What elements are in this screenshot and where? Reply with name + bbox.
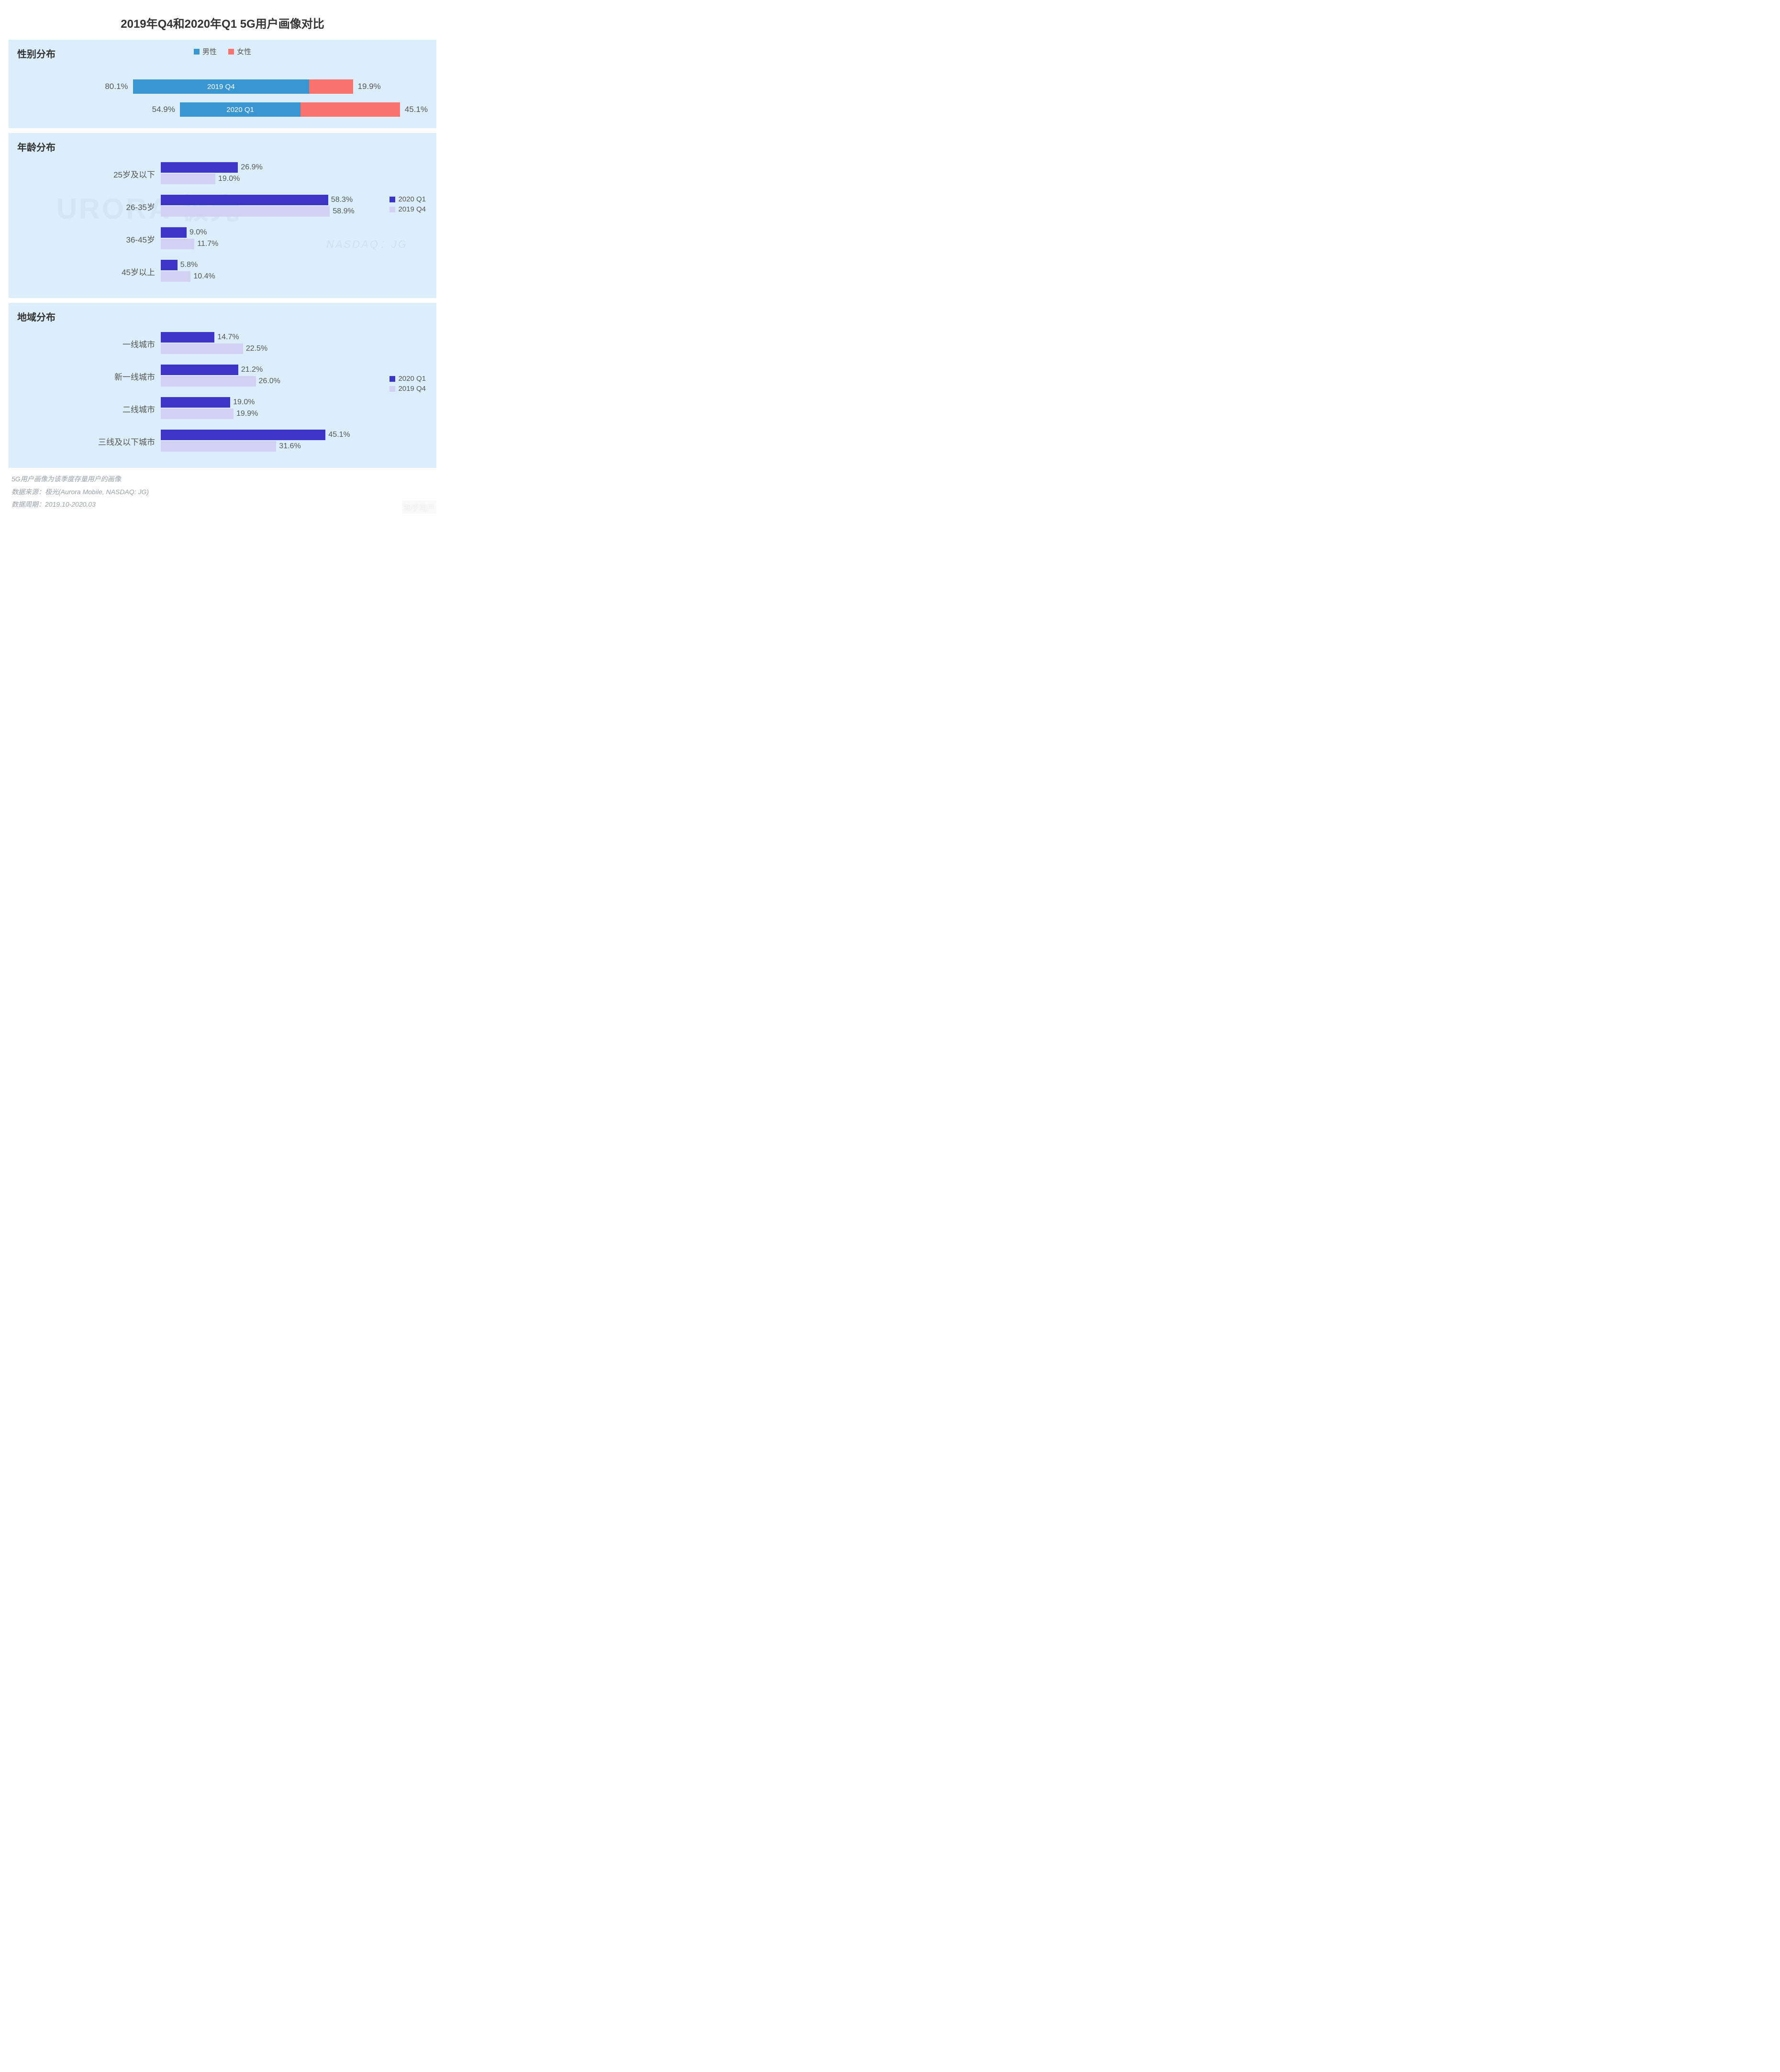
hbar-bar-2019q4 — [161, 239, 194, 249]
gender-male-value: 54.9% — [17, 105, 180, 114]
gender-bar-rows: 80.1%2019 Q4 19.9% 54.9%2020 Q1 45.1% — [17, 78, 428, 118]
hbar-bars: 5.8% 10.4% — [161, 260, 428, 283]
hbar-category-label: 三线及以下城市 — [17, 430, 161, 447]
hbar-category-label: 二线城市 — [17, 397, 161, 415]
hbar-value-2019q4: 10.4% — [190, 272, 215, 281]
hbar-category-label: 新一线城市 — [17, 365, 161, 382]
hbar-value-2019q4: 19.9% — [234, 410, 258, 418]
hbar-value-2020q1: 45.1% — [325, 431, 350, 439]
hbar-bar-2020q1 — [161, 162, 238, 173]
legend-swatch-male — [194, 49, 200, 55]
age-panel: URORA 极光 NASDAQ：JG 年龄分布 2020 Q12019 Q4 2… — [9, 133, 436, 298]
hbar-value-2019q4: 58.9% — [330, 207, 354, 216]
hbar-value-2020q1: 19.0% — [230, 398, 255, 407]
hbar-value-2019q4: 11.7% — [194, 240, 218, 248]
hbar-bar-2019q4 — [161, 409, 234, 419]
hbar-bar-2020q1 — [161, 227, 187, 238]
hbar-bar-2019q4 — [161, 441, 276, 452]
hbar-bars: 58.3% 58.9% — [161, 195, 428, 218]
footer-line-3: 数据周期：2019.10-2020.03 — [11, 498, 436, 511]
gender-female-value: 19.9% — [353, 82, 381, 91]
hbar-bars: 21.2% 26.0% — [161, 365, 428, 388]
hbar-row: 25岁及以下 26.9% 19.0% — [17, 157, 428, 190]
hbar-row: 三线及以下城市 45.1% 31.6% — [17, 425, 428, 457]
gender-female-value: 45.1% — [400, 105, 428, 114]
hbar-bar-2019q4 — [161, 343, 243, 354]
legend-label-male: 男性 — [202, 48, 217, 56]
hbar-value-2019q4: 22.5% — [243, 344, 267, 353]
hbar-bar-2019q4 — [161, 206, 330, 217]
hbar-value-2020q1: 26.9% — [238, 163, 262, 172]
hbar-value-2020q1: 21.2% — [238, 366, 263, 374]
hbar-bars: 19.0% 19.9% — [161, 397, 428, 420]
gender-bar-male: 2020 Q1 — [180, 102, 301, 117]
zhihu-user-watermark: 知乎用户 — [402, 500, 436, 514]
hbar-row: 26-35岁 58.3% 58.9% — [17, 190, 428, 222]
hbar-value-2019q4: 26.0% — [256, 377, 280, 386]
hbar-row: 一线城市 14.7% 22.5% — [17, 327, 428, 360]
hbar-bars: 9.0% 11.7% — [161, 227, 428, 250]
chart-main-title: 2019年Q4和2020年Q1 5G用户画像对比 — [9, 14, 436, 31]
hbar-bar-2020q1 — [161, 332, 214, 343]
gender-panel: 性别分布 男性 女性 80.1%2019 Q419.9%54.9%2020 Q1… — [9, 40, 436, 128]
gender-legend: 男性 女性 — [9, 46, 436, 56]
footer-line-1: 5G用户画像为该季度存量用户的画像 — [11, 473, 436, 486]
gender-bar-female — [309, 79, 353, 94]
hbar-category-label: 45岁以上 — [17, 260, 161, 277]
hbar-bar-2020q1 — [161, 365, 238, 375]
hbar-category-label: 25岁及以下 — [17, 162, 161, 180]
hbar-category-label: 一线城市 — [17, 332, 161, 350]
hbar-bar-2019q4 — [161, 174, 215, 184]
age-bar-area: 25岁及以下26.9%19.0%26-35岁58.3%58.9%36-45岁9.… — [17, 157, 428, 288]
gender-row: 80.1%2019 Q4 19.9% — [17, 78, 428, 95]
hbar-value-2020q1: 9.0% — [187, 228, 207, 237]
hbar-value-2019q4: 19.0% — [215, 175, 240, 183]
hbar-value-2020q1: 5.8% — [178, 261, 198, 269]
gender-bar-female — [300, 102, 400, 117]
gender-bar-male: 2019 Q4 — [133, 79, 309, 94]
gender-bar: 2020 Q1 — [180, 102, 400, 117]
hbar-bar-2020q1 — [161, 397, 230, 408]
hbar-value-2020q1: 14.7% — [214, 333, 239, 342]
hbar-value-2020q1: 58.3% — [328, 196, 353, 204]
hbar-bars: 14.7% 22.5% — [161, 332, 428, 355]
hbar-bars: 26.9% 19.0% — [161, 162, 428, 185]
footer-notes: 5G用户画像为该季度存量用户的画像 数据来源：极光(Aurora Mobile,… — [9, 473, 436, 511]
hbar-bar-2020q1 — [161, 260, 178, 270]
hbar-row: 二线城市 19.0% 19.9% — [17, 392, 428, 425]
legend-label-female: 女性 — [237, 48, 251, 56]
hbar-bar-2020q1 — [161, 195, 328, 205]
region-bar-area: 一线城市14.7%22.5%新一线城市21.2%26.0%二线城市19.0%19… — [17, 327, 428, 457]
region-panel-title: 地域分布 — [17, 310, 428, 323]
footer-line-2: 数据来源：极光(Aurora Mobile, NASDAQ: JG) — [11, 486, 436, 499]
region-panel: 地域分布 2020 Q12019 Q4 一线城市14.7%22.5%新一线城市2… — [9, 303, 436, 468]
hbar-category-label: 36-45岁 — [17, 227, 161, 245]
hbar-category-label: 26-35岁 — [17, 195, 161, 212]
age-panel-title: 年龄分布 — [17, 140, 428, 154]
gender-male-value: 80.1% — [17, 82, 133, 91]
legend-swatch-female — [228, 49, 234, 55]
hbar-row: 45岁以上 5.8% 10.4% — [17, 255, 428, 288]
hbar-bar-2020q1 — [161, 430, 325, 440]
gender-bar: 2019 Q4 — [133, 79, 353, 94]
gender-row: 54.9%2020 Q1 45.1% — [17, 101, 428, 118]
hbar-bar-2019q4 — [161, 376, 256, 387]
hbar-bars: 45.1% 31.6% — [161, 430, 428, 453]
hbar-row: 新一线城市 21.2% 26.0% — [17, 360, 428, 392]
hbar-value-2019q4: 31.6% — [276, 442, 300, 451]
hbar-row: 36-45岁 9.0% 11.7% — [17, 222, 428, 255]
hbar-bar-2019q4 — [161, 271, 190, 282]
